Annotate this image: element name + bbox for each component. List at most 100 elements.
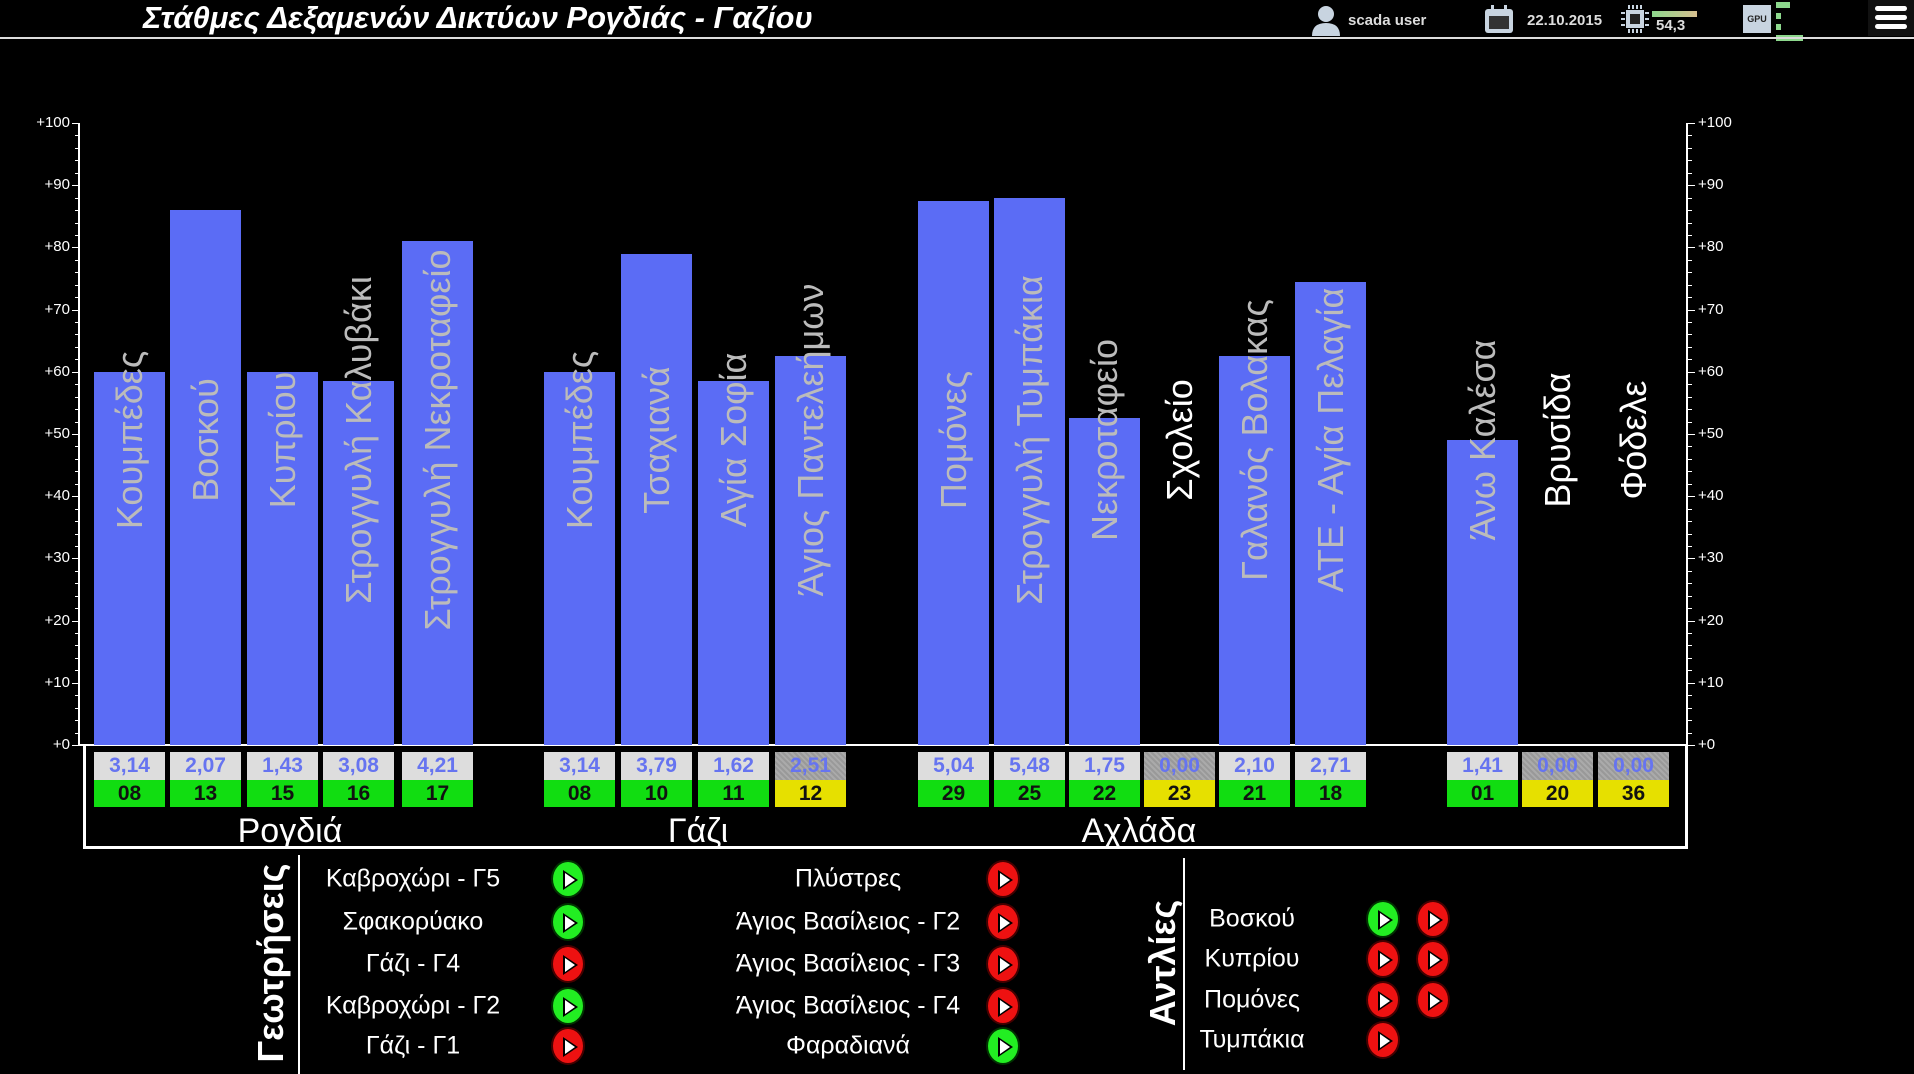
- level-value: 2,10: [1219, 752, 1290, 780]
- readings-frame: [83, 745, 1688, 849]
- borehole-start-button[interactable]: [551, 945, 585, 983]
- y-minor-tick: [1688, 608, 1692, 610]
- station-id-badge[interactable]: 21: [1219, 780, 1290, 807]
- station-id-badge[interactable]: 08: [94, 780, 165, 807]
- bar[interactable]: [1447, 440, 1518, 745]
- group-label-gazi: Γάζι: [667, 812, 729, 850]
- station-id-badge[interactable]: 36: [1598, 780, 1669, 807]
- borehole-start-button[interactable]: [986, 860, 1020, 898]
- pump-start-button[interactable]: [1416, 900, 1450, 938]
- bar[interactable]: [247, 371, 318, 745]
- y-tick-label: +80: [44, 238, 70, 256]
- y-minor-tick: [75, 483, 79, 485]
- level-value: 1,41: [1447, 752, 1518, 780]
- y-minor-tick: [1688, 633, 1692, 635]
- bar[interactable]: [698, 381, 769, 745]
- boreholes-divider: [298, 855, 300, 1074]
- bar-label: Αγία Σοφία: [712, 352, 754, 528]
- station-id-badge[interactable]: 23: [1144, 780, 1215, 807]
- bar[interactable]: [621, 253, 692, 745]
- page-title: Στάθμες Δεξαμενών Δικτύων Ρογδιάς - Γαζί…: [143, 0, 813, 35]
- borehole-start-button[interactable]: [986, 1027, 1020, 1065]
- level-value: 5,48: [994, 752, 1065, 780]
- y-minor-tick: [1688, 297, 1692, 299]
- station-id-badge[interactable]: 25: [994, 780, 1065, 807]
- calendar-icon[interactable]: [1483, 4, 1515, 39]
- bar-label: Κουμπέδες: [108, 350, 150, 530]
- user-name[interactable]: scada user: [1348, 12, 1427, 29]
- pumps-divider: [1183, 858, 1185, 1070]
- y-tick-label: +30: [44, 549, 70, 567]
- pump-start-button[interactable]: [1366, 981, 1400, 1019]
- y-minor-tick: [75, 334, 79, 336]
- borehole-start-button[interactable]: [986, 945, 1020, 983]
- borehole-start-button[interactable]: [551, 903, 585, 941]
- pump-start-button[interactable]: [1366, 940, 1400, 978]
- bar[interactable]: [1219, 356, 1290, 745]
- y-minor-tick: [1688, 334, 1692, 336]
- borehole-start-button[interactable]: [986, 903, 1020, 941]
- bar-label: Βοσκού: [184, 378, 226, 502]
- y-tick: [1688, 682, 1695, 684]
- y-tick-label: +40: [44, 487, 70, 505]
- pump-start-button[interactable]: [1366, 900, 1400, 938]
- borehole-start-button[interactable]: [551, 860, 585, 898]
- station-id-badge[interactable]: 18: [1295, 780, 1366, 807]
- pump-start-button[interactable]: [1366, 1021, 1400, 1059]
- y-tick-label: +20: [1698, 611, 1724, 629]
- station-id-badge[interactable]: 20: [1522, 780, 1593, 807]
- pump-start-button[interactable]: [1416, 981, 1450, 1019]
- hamburger-menu-icon[interactable]: [1868, 0, 1914, 36]
- station-id-badge[interactable]: 08: [544, 780, 615, 807]
- bar[interactable]: [170, 210, 241, 745]
- borehole-start-button[interactable]: [551, 987, 585, 1025]
- y-minor-tick: [75, 645, 79, 647]
- pump-label: Πομόνες: [1204, 985, 1300, 1014]
- bar-label: Σχολείο: [1158, 379, 1200, 501]
- station-id-badge[interactable]: 01: [1447, 780, 1518, 807]
- bar[interactable]: [94, 371, 165, 745]
- header-divider: [0, 37, 1914, 39]
- borehole-label: Γάζι - Γ1: [365, 1031, 461, 1060]
- bar[interactable]: [323, 381, 394, 745]
- y-tick-label: +0: [1698, 736, 1716, 753]
- y-tick: [1688, 371, 1695, 373]
- bar[interactable]: [1069, 418, 1140, 745]
- pump-start-button[interactable]: [1416, 940, 1450, 978]
- y-minor-tick: [75, 533, 79, 535]
- y-minor-tick: [1688, 172, 1692, 174]
- station-id-badge[interactable]: 13: [170, 780, 241, 807]
- y-minor-tick: [75, 384, 79, 386]
- borehole-start-button[interactable]: [551, 1027, 585, 1065]
- y-minor-tick: [1688, 446, 1692, 448]
- bar-label: Άνω Καλέσα: [1461, 339, 1503, 541]
- y-tick-label: +20: [44, 611, 70, 629]
- bar-label: Άγιος Παντελεήμων: [789, 283, 831, 597]
- bar[interactable]: [1295, 281, 1366, 745]
- y-minor-tick: [75, 633, 79, 635]
- bar[interactable]: [402, 241, 473, 745]
- station-id-badge[interactable]: 17: [402, 780, 473, 807]
- y-minor-tick: [1688, 346, 1692, 348]
- station-id-badge[interactable]: 12: [775, 780, 846, 807]
- pump-label: Κυπρίου: [1204, 944, 1300, 973]
- station-id-badge[interactable]: 15: [247, 780, 318, 807]
- level-value: 1,62: [698, 752, 769, 780]
- y-minor-tick: [75, 608, 79, 610]
- y-tick: [72, 434, 79, 435]
- bar[interactable]: [544, 371, 615, 745]
- station-id-badge[interactable]: 22: [1069, 780, 1140, 807]
- bar[interactable]: [994, 197, 1065, 745]
- bar[interactable]: [918, 200, 989, 745]
- borehole-start-button[interactable]: [986, 987, 1020, 1025]
- station-id-badge[interactable]: 16: [323, 780, 394, 807]
- station-id-badge[interactable]: 11: [698, 780, 769, 807]
- y-minor-tick: [1688, 197, 1692, 199]
- bar-label: Στρογγυλή Καλυβάκι: [337, 276, 379, 604]
- bar[interactable]: [775, 356, 846, 745]
- y-minor-tick: [75, 284, 79, 286]
- borehole-label: Σφακορύακο: [342, 907, 484, 936]
- y-axis-left: [78, 123, 80, 745]
- station-id-badge[interactable]: 29: [918, 780, 989, 807]
- station-id-badge[interactable]: 10: [621, 780, 692, 807]
